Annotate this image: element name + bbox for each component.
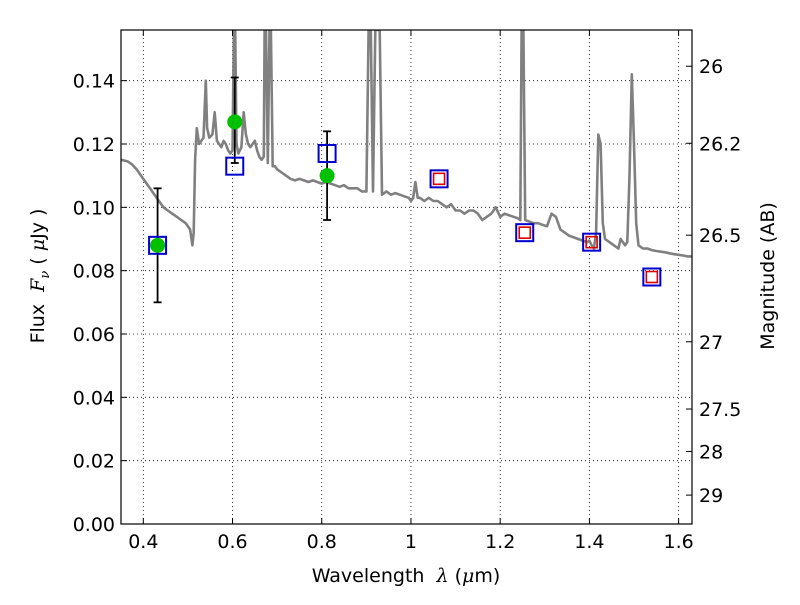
y2-axis-label: Magnitude (AB)	[757, 202, 779, 350]
y-axis-label-subscript: ν	[38, 271, 53, 279]
x-axis-label-unit-open: (	[455, 565, 462, 587]
y2-tick-label: 26.5	[699, 225, 741, 247]
x-tick-label: 0.8	[307, 531, 337, 553]
x-axis-label-symbol: λ	[435, 565, 448, 587]
y2-tick-label: 28	[699, 441, 723, 463]
y-axis-label-unit-mu: μ	[27, 239, 49, 251]
y-axis-label-symbol: F	[27, 278, 49, 293]
plot-frame	[120, 29, 693, 525]
x-tick-label: 0.6	[217, 531, 247, 553]
y2-tick-label: 27	[699, 332, 723, 354]
x-tick-label: 1.4	[574, 531, 604, 553]
photometry-point	[227, 114, 243, 130]
plot-series	[121, 30, 692, 304]
model-square-blue	[429, 169, 449, 189]
x-axis-label-prefix: Wavelength	[312, 565, 425, 587]
y-tick-label: 0.06	[73, 324, 115, 346]
y-axis-label-unit-rest: Jy )	[27, 209, 49, 240]
y-tick-label: 0.10	[73, 197, 115, 219]
x-axis-label: Wavelength λ (μm)	[312, 565, 501, 587]
model-square-blue	[515, 223, 535, 243]
model-square-red	[585, 235, 598, 249]
y2-tick-label: 27.5	[699, 399, 741, 421]
y-axis-label-prefix: Flux	[27, 304, 49, 344]
model-square-blue	[148, 235, 168, 255]
x-tick-label: 1	[405, 531, 417, 553]
x-tick-label: 1.6	[664, 531, 694, 553]
y2-tick-label: 26	[699, 56, 723, 78]
x-axis-label-unit-mu: μ	[462, 565, 474, 587]
model-square-red	[518, 226, 532, 239]
y-axis-label-unit-open: (	[27, 251, 49, 271]
y-tick-label: 0.02	[73, 451, 115, 473]
model-square-blue	[317, 144, 337, 163]
model-square-blue	[225, 156, 245, 176]
y-tick-label: 0.00	[73, 514, 115, 536]
model-square-blue	[582, 232, 602, 252]
axis-ticks: 0.4 0.6 0.8 1 1.2 1.4 1.6 0.00 0.02 0.04 0.06 0.08 0…	[73, 30, 741, 553]
y2-tick-label: 26.2	[699, 133, 741, 155]
model-square-blue	[642, 267, 662, 287]
y2-tick-label: 29	[699, 485, 723, 507]
photometry-point	[319, 168, 335, 184]
y-tick-label: 0.08	[73, 261, 115, 283]
x-tick-label: 0.4	[128, 531, 158, 553]
y-axis-label: Flux Fν ( μJy )	[27, 209, 53, 344]
spectrum-line	[121, 30, 692, 258]
y-tick-label: 0.12	[73, 134, 115, 156]
series-group	[121, 30, 692, 304]
photometry-point	[150, 237, 166, 253]
model-square-red	[432, 172, 446, 186]
y-tick-label: 0.14	[73, 71, 115, 93]
x-axis-label-unit-rest: m)	[474, 565, 500, 587]
y-tick-label: 0.04	[73, 387, 115, 409]
model-square-red	[645, 270, 659, 284]
x-tick-label: 1.2	[485, 531, 515, 553]
